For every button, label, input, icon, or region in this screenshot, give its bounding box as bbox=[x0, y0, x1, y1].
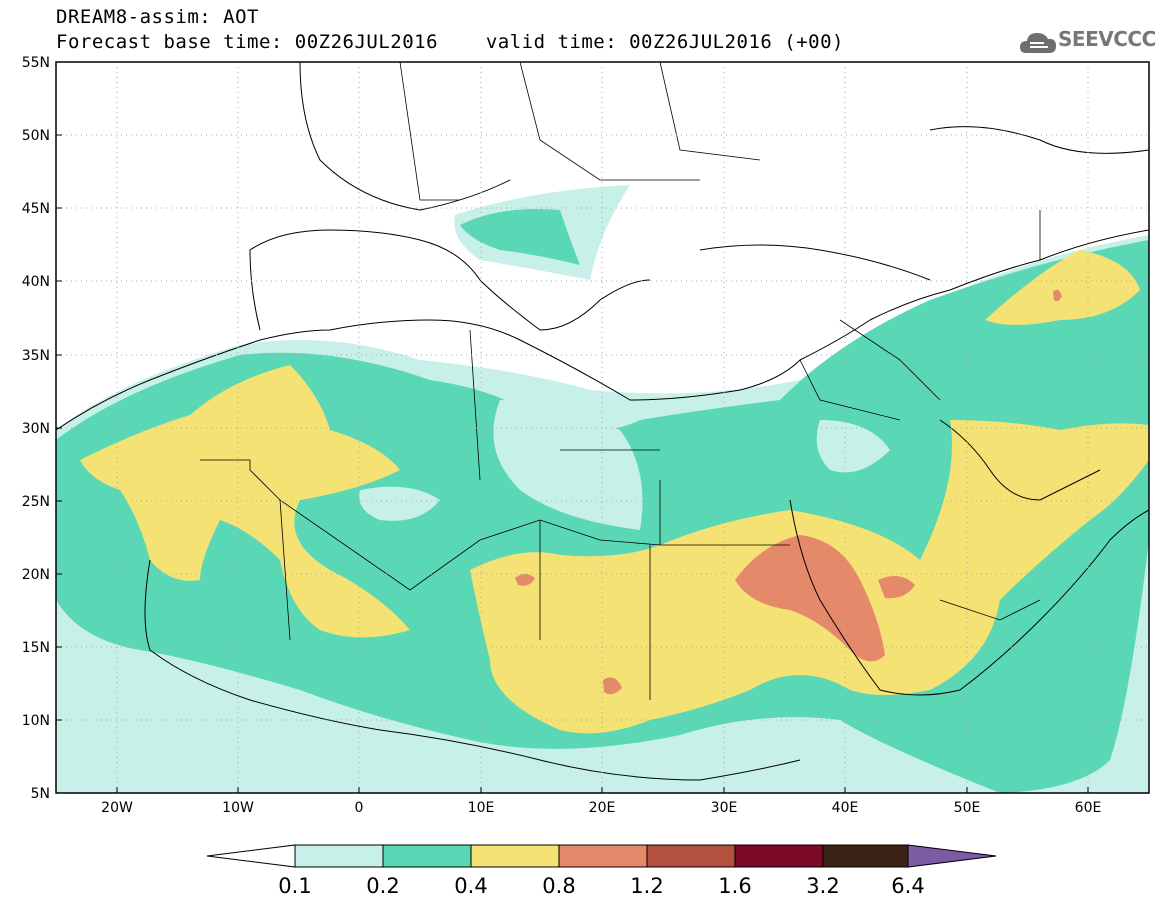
map-title: DREAM8-assim: AOT bbox=[56, 6, 259, 28]
lat-label: 25N bbox=[22, 494, 50, 510]
lon-label: 0 bbox=[355, 800, 364, 816]
lat-label: 55N bbox=[22, 55, 50, 71]
colorbar-label: 1.6 bbox=[718, 874, 751, 898]
colorbar-segment bbox=[734, 844, 824, 868]
colorbar-label: 0.8 bbox=[542, 874, 575, 898]
colorbar-segment bbox=[646, 844, 736, 868]
lat-label: 15N bbox=[22, 640, 50, 656]
lon-label: 60E bbox=[1075, 800, 1102, 816]
colorbar-label: 0.1 bbox=[278, 874, 311, 898]
colorbar-label: 0.4 bbox=[454, 874, 487, 898]
colorbar-segment bbox=[470, 844, 560, 868]
lat-label: 5N bbox=[31, 786, 50, 802]
lon-label: 50E bbox=[954, 800, 981, 816]
colorbar-segment bbox=[822, 844, 909, 868]
colorbar-label: 6.4 bbox=[891, 874, 924, 898]
lon-label: 30E bbox=[711, 800, 738, 816]
lat-label: 45N bbox=[22, 201, 50, 217]
lat-label: 10N bbox=[22, 713, 50, 729]
coastlines bbox=[56, 62, 1149, 781]
lat-label: 30N bbox=[22, 421, 50, 437]
lat-label: 50N bbox=[22, 128, 50, 144]
seevccc-logo: SEEVCCC bbox=[1058, 27, 1156, 51]
colorbar-label: 0.2 bbox=[366, 874, 399, 898]
valid-time: valid time: 00Z26JUL2016 (+00) bbox=[485, 31, 844, 53]
lon-label: 20W bbox=[101, 800, 133, 816]
lat-label: 35N bbox=[22, 348, 50, 364]
graticule bbox=[56, 62, 1149, 793]
lat-label: 20N bbox=[22, 567, 50, 583]
colorbar-segment bbox=[382, 844, 472, 868]
lon-label: 10E bbox=[468, 800, 495, 816]
time-line: Forecast base time: 00Z26JUL2016 valid t… bbox=[56, 31, 844, 53]
colorbar-label: 1.2 bbox=[630, 874, 663, 898]
colorbar-segment bbox=[558, 844, 648, 868]
colorbar bbox=[206, 844, 997, 868]
lat-label: 40N bbox=[22, 274, 50, 290]
axis-ticks bbox=[56, 61, 1089, 794]
cloud-icon bbox=[1020, 33, 1056, 53]
colorbar-segment bbox=[294, 844, 384, 868]
lon-label: 20E bbox=[589, 800, 616, 816]
colorbar-under-arrow bbox=[206, 844, 296, 868]
colorbar-over-arrow bbox=[907, 844, 997, 868]
forecast-base-time: Forecast base time: 00Z26JUL2016 bbox=[56, 31, 439, 53]
colorbar-label: 3.2 bbox=[806, 874, 839, 898]
lon-label: 10W bbox=[222, 800, 254, 816]
lon-label: 40E bbox=[832, 800, 859, 816]
